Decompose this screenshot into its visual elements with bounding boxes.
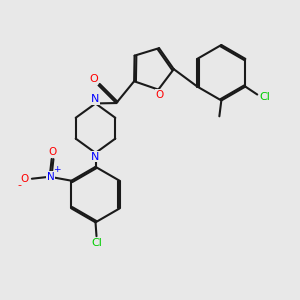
Text: N: N: [47, 172, 55, 182]
Text: O: O: [21, 174, 29, 184]
Text: -: -: [17, 180, 21, 190]
Text: O: O: [89, 74, 98, 84]
Text: Cl: Cl: [260, 92, 271, 101]
Text: O: O: [49, 147, 57, 157]
Text: +: +: [53, 165, 60, 174]
Text: N: N: [91, 94, 100, 104]
Text: O: O: [155, 90, 164, 100]
Text: Cl: Cl: [91, 238, 102, 248]
Text: N: N: [91, 152, 100, 162]
